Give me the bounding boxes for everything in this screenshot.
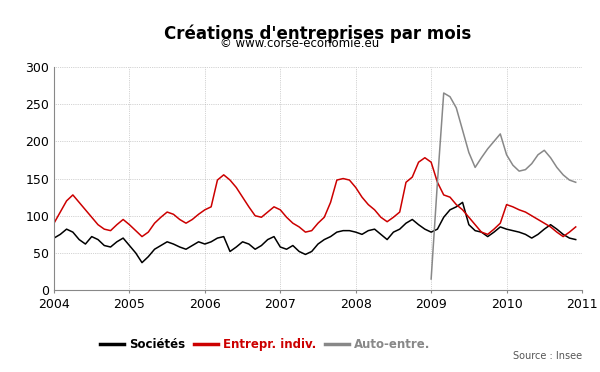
Text: Source : Insee: Source : Insee	[513, 351, 582, 361]
Text: © www.corse-economie.eu: © www.corse-economie.eu	[220, 37, 380, 50]
Legend: Sociétés, Entrepr. indiv., Auto-entre.: Sociétés, Entrepr. indiv., Auto-entre.	[95, 333, 435, 356]
Title: Créations d'entreprises par mois: Créations d'entreprises par mois	[164, 25, 472, 43]
